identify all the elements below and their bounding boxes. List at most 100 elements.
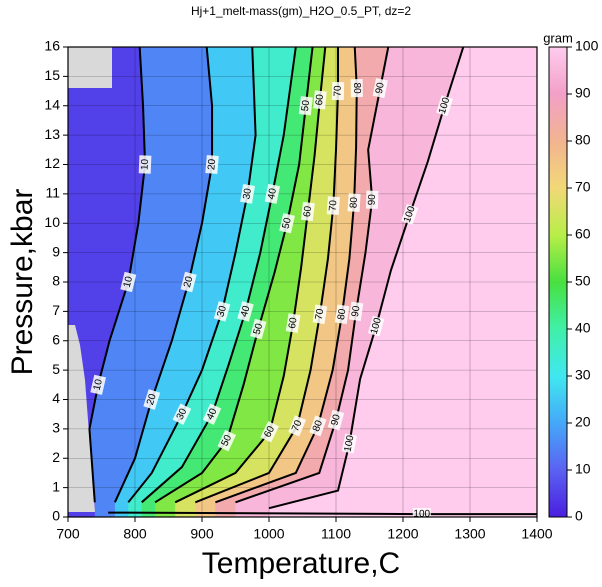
contour-label-group: 30 bbox=[240, 183, 255, 204]
colorbar-tick-label: 60 bbox=[575, 226, 591, 242]
contour-label-group: 60 bbox=[260, 421, 280, 443]
contour-label: 50 bbox=[252, 322, 266, 336]
contour-label-group: 10 bbox=[120, 271, 137, 293]
y-tick-label: 8 bbox=[52, 273, 60, 289]
contour-label: 50 bbox=[220, 433, 235, 448]
contour-label-group: 40 bbox=[264, 183, 280, 204]
contour-label-bg bbox=[326, 196, 340, 216]
contour-label: 100 bbox=[343, 434, 357, 453]
contour-label: 60 bbox=[262, 424, 277, 439]
contour-label-bg bbox=[288, 415, 307, 437]
y-tick-label: 5 bbox=[52, 361, 60, 377]
contour-label-group: 50 bbox=[279, 213, 295, 234]
colorbar-label: gram bbox=[543, 30, 573, 45]
contour-label-group: 40 bbox=[202, 403, 222, 425]
contour-label: 40 bbox=[239, 304, 253, 318]
contour-label-bg bbox=[372, 78, 388, 99]
contour-line bbox=[215, 47, 358, 504]
x-tick-label: 1200 bbox=[387, 526, 418, 542]
contour-label: 50 bbox=[281, 216, 294, 230]
contour-label-group: 50 bbox=[250, 318, 267, 340]
contour-label-bg bbox=[264, 183, 280, 204]
contour-label: 90 bbox=[367, 194, 378, 206]
contour-label-group: 30 bbox=[172, 403, 192, 425]
contour-label: 60 bbox=[302, 205, 314, 218]
contour-line bbox=[268, 47, 465, 510]
contour-label: 60 bbox=[287, 316, 300, 329]
contour-label-bg bbox=[348, 301, 364, 322]
colorbar-tick-label: 50 bbox=[575, 273, 591, 289]
colorbar bbox=[548, 46, 568, 518]
contour-label-bg bbox=[202, 403, 222, 425]
contour-label-group: 60 bbox=[313, 90, 327, 110]
contour-label-group: 100 bbox=[341, 433, 358, 454]
contour-label: 10 bbox=[122, 275, 135, 289]
contour-label-group: 20 bbox=[205, 155, 219, 174]
colorbar-tick-label: 40 bbox=[575, 320, 591, 336]
contour-label-bg bbox=[367, 315, 385, 337]
colorbar-tick-label: 30 bbox=[575, 367, 591, 383]
contour-label-bg bbox=[327, 409, 345, 431]
y-tick-label: 9 bbox=[52, 243, 60, 259]
contour-label-group: 10 bbox=[138, 155, 152, 174]
contour-label-group: 100 bbox=[412, 508, 431, 521]
colorbar-tick-label: 90 bbox=[575, 85, 591, 101]
contour-label-bg bbox=[285, 313, 301, 333]
contour-label: 10 bbox=[92, 378, 105, 392]
y-tick-label: 3 bbox=[52, 420, 60, 436]
y-tick-label: 16 bbox=[44, 38, 60, 54]
contour-label: 70 bbox=[290, 418, 305, 433]
contour-label: 100 bbox=[413, 509, 430, 520]
contour-label: 80 bbox=[336, 308, 349, 321]
y-tick-label: 7 bbox=[52, 302, 60, 318]
contour-label-bg bbox=[90, 374, 107, 395]
contour-label-group: 90 bbox=[365, 190, 379, 209]
contour-label-group: 80 bbox=[334, 304, 350, 325]
contour-label: 20 bbox=[182, 275, 196, 289]
y-tick-label: 0 bbox=[52, 508, 60, 524]
y-tick-label: 12 bbox=[44, 155, 60, 171]
contour-line bbox=[154, 47, 314, 504]
x-tick-label: 700 bbox=[56, 526, 80, 542]
contour-label: 70 bbox=[333, 85, 344, 97]
x-tick-label: 900 bbox=[190, 526, 214, 542]
contour-label: 40 bbox=[205, 407, 220, 422]
x-tick-label: 1300 bbox=[454, 526, 485, 542]
contour-label-bg bbox=[250, 318, 267, 340]
contour-label-group: 100 bbox=[367, 315, 385, 337]
contour-label-bg bbox=[172, 403, 192, 425]
contour-label-bg bbox=[217, 429, 237, 452]
mask bbox=[68, 325, 95, 512]
contour-label-bg bbox=[298, 96, 313, 116]
contour-label-group: 20 bbox=[143, 389, 161, 410]
contour-label-bg bbox=[350, 79, 363, 98]
contour-label: 100 bbox=[369, 316, 384, 335]
contour-label-group: 90 bbox=[327, 409, 345, 431]
colorbar-tick-label: 0 bbox=[575, 508, 583, 524]
contour-label-group: 70 bbox=[288, 415, 307, 437]
contour-label: 70 bbox=[328, 199, 340, 211]
contour-label: 60 bbox=[314, 93, 326, 106]
contour-label-group: 20 bbox=[180, 271, 197, 293]
contour-label-bg bbox=[138, 155, 152, 174]
contour-label: 20 bbox=[145, 392, 159, 406]
contour-label: 90 bbox=[374, 81, 387, 94]
contour-label-bg bbox=[331, 81, 345, 101]
x-tick-label: 800 bbox=[123, 526, 147, 542]
y-tick-label: 2 bbox=[52, 449, 60, 465]
y-tick-label: 14 bbox=[44, 96, 60, 112]
contour-label-group: 40 bbox=[237, 301, 254, 322]
contour-label: 30 bbox=[241, 187, 254, 200]
y-axis-label: Pressure,kbar bbox=[6, 189, 39, 376]
contour-label: 30 bbox=[215, 304, 229, 318]
x-tick-label: 1000 bbox=[253, 526, 284, 542]
filled-contours bbox=[68, 47, 537, 517]
contour-label: 50 bbox=[300, 99, 312, 112]
contour-label-bg bbox=[401, 203, 419, 225]
contour-label-group: 70 bbox=[312, 304, 328, 325]
y-tick-label: 13 bbox=[44, 126, 60, 142]
y-tick-label: 4 bbox=[52, 390, 60, 406]
contour-label: 30 bbox=[175, 406, 190, 421]
contour-label-bg bbox=[436, 95, 453, 117]
